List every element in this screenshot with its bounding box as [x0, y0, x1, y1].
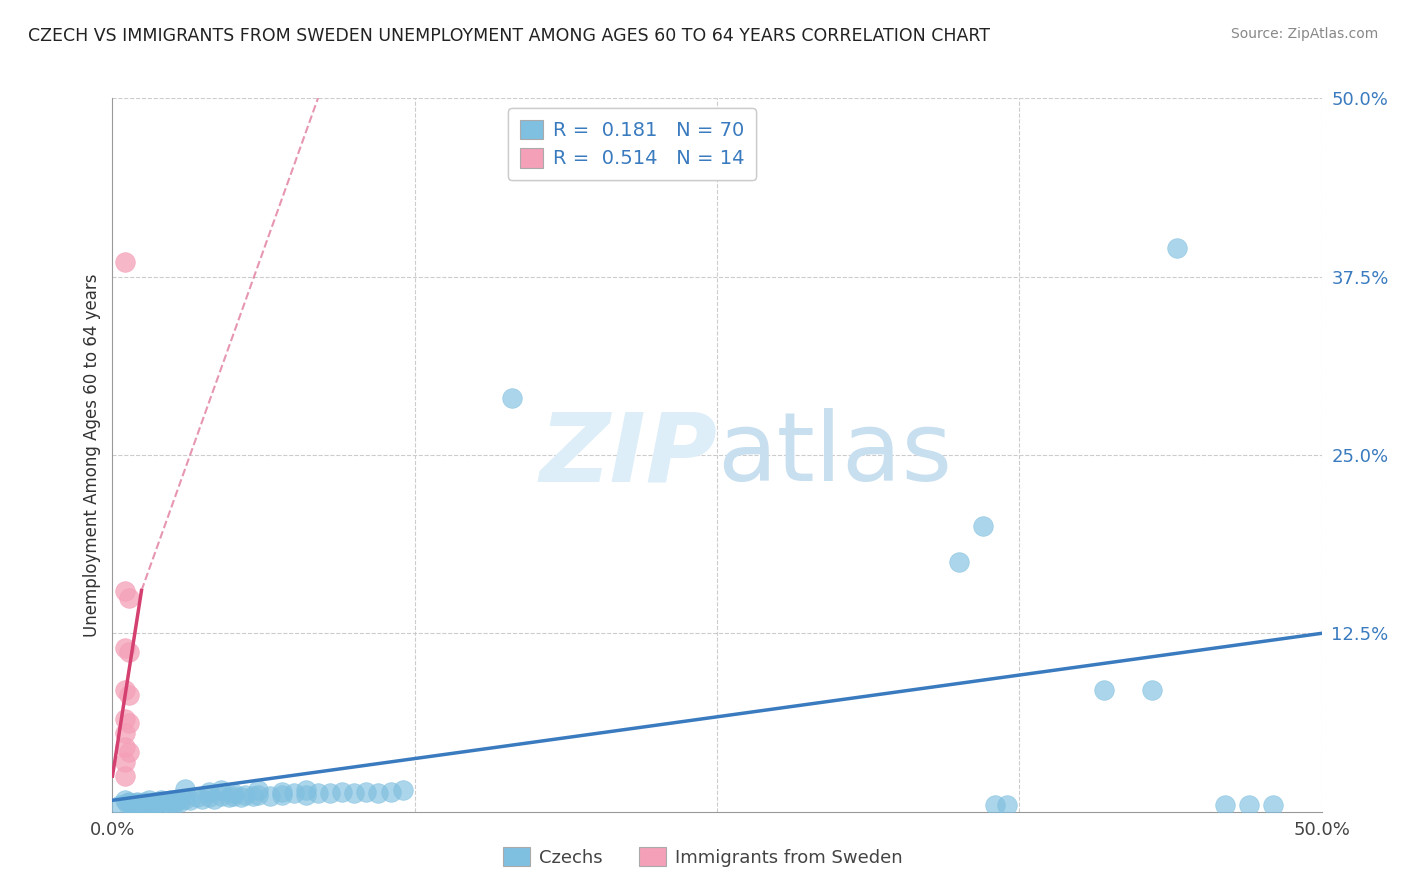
Text: atlas: atlas — [717, 409, 952, 501]
Point — [132, 795, 155, 809]
Point — [209, 783, 232, 797]
Point — [118, 716, 141, 731]
Point — [122, 796, 145, 810]
Point — [948, 555, 970, 569]
Point — [222, 786, 245, 800]
Point — [131, 797, 153, 812]
Point — [380, 785, 402, 799]
Point — [159, 793, 181, 807]
Point — [114, 755, 136, 769]
Point — [135, 796, 157, 810]
Point — [330, 785, 353, 799]
Point — [198, 785, 221, 799]
Point — [125, 797, 148, 812]
Point — [1142, 683, 1164, 698]
Point — [114, 583, 136, 598]
Point — [218, 790, 240, 805]
Point — [1092, 683, 1115, 698]
Point — [246, 783, 269, 797]
Point — [148, 795, 170, 809]
Point — [145, 796, 167, 810]
Point — [128, 796, 150, 810]
Point — [118, 688, 141, 702]
Point — [149, 797, 172, 812]
Point — [295, 788, 318, 802]
Point — [149, 793, 172, 807]
Point — [186, 790, 208, 805]
Point — [115, 796, 138, 810]
Point — [118, 645, 141, 659]
Point — [319, 786, 342, 800]
Point — [202, 792, 225, 806]
Point — [995, 797, 1018, 812]
Point — [984, 797, 1007, 812]
Point — [229, 790, 252, 805]
Point — [114, 640, 136, 655]
Point — [391, 783, 413, 797]
Point — [141, 796, 163, 810]
Point — [246, 788, 269, 802]
Point — [118, 745, 141, 759]
Point — [174, 781, 197, 796]
Point — [162, 795, 184, 809]
Point — [165, 796, 187, 810]
Legend: R =  0.181   N = 70, R =  0.514   N = 14: R = 0.181 N = 70, R = 0.514 N = 14 — [509, 108, 756, 180]
Text: Source: ZipAtlas.com: Source: ZipAtlas.com — [1230, 27, 1378, 41]
Point — [118, 591, 141, 605]
Point — [142, 795, 165, 809]
Point — [169, 795, 191, 809]
Point — [367, 786, 389, 800]
Point — [114, 683, 136, 698]
Legend: Czechs, Immigrants from Sweden: Czechs, Immigrants from Sweden — [496, 840, 910, 874]
Point — [138, 793, 160, 807]
Point — [209, 789, 232, 803]
Point — [121, 797, 143, 812]
Point — [259, 789, 281, 803]
Point — [157, 796, 180, 810]
Point — [114, 793, 136, 807]
Text: CZECH VS IMMIGRANTS FROM SWEDEN UNEMPLOYMENT AMONG AGES 60 TO 64 YEARS CORRELATI: CZECH VS IMMIGRANTS FROM SWEDEN UNEMPLOY… — [28, 27, 990, 45]
Point — [270, 785, 292, 799]
Point — [972, 519, 994, 533]
Point — [1237, 797, 1260, 812]
Point — [242, 789, 264, 803]
Point — [155, 795, 177, 809]
Point — [114, 740, 136, 755]
Point — [138, 797, 160, 812]
Point — [125, 795, 148, 809]
Point — [1263, 797, 1285, 812]
Point — [114, 769, 136, 783]
Point — [198, 790, 221, 805]
Point — [295, 783, 318, 797]
Point — [166, 793, 188, 807]
Point — [114, 726, 136, 740]
Point — [235, 788, 257, 802]
Point — [191, 792, 214, 806]
Point — [307, 786, 329, 800]
Point — [174, 792, 197, 806]
Point — [1213, 797, 1236, 812]
Point — [118, 795, 141, 809]
Point — [1166, 241, 1188, 255]
Y-axis label: Unemployment Among Ages 60 to 64 years: Unemployment Among Ages 60 to 64 years — [83, 273, 101, 637]
Text: ZIP: ZIP — [538, 409, 717, 501]
Point — [356, 785, 378, 799]
Point — [501, 391, 523, 405]
Point — [108, 797, 131, 812]
Point — [222, 789, 245, 803]
Point — [179, 793, 201, 807]
Point — [283, 786, 305, 800]
Point — [114, 712, 136, 726]
Point — [343, 786, 366, 800]
Point — [114, 255, 136, 269]
Point — [270, 788, 292, 802]
